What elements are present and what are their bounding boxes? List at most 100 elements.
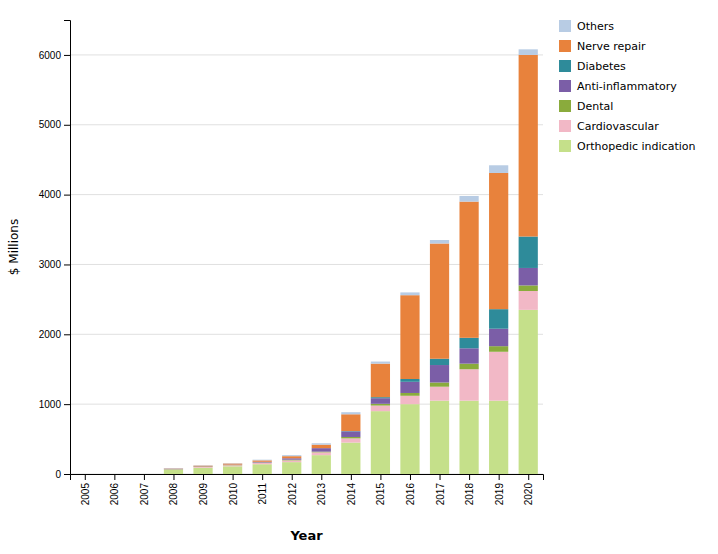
x-tick-label: 2008	[168, 483, 179, 506]
x-tick-label: 2019	[494, 483, 505, 506]
bar	[223, 464, 242, 465]
legend-item: Diabetes	[559, 60, 626, 73]
bar	[223, 465, 242, 466]
bar	[253, 462, 272, 463]
x-tick-mark	[114, 474, 115, 480]
bar	[519, 291, 538, 310]
x-tick-label: 2011	[257, 483, 268, 505]
legend-label: Nerve repair	[577, 40, 646, 53]
legend-swatch	[559, 60, 571, 72]
x-tick-label: 2012	[287, 483, 298, 506]
legend-swatch	[559, 120, 571, 132]
x-tick-mark	[469, 474, 470, 480]
bar	[400, 396, 419, 404]
bar	[253, 463, 272, 464]
bar	[105, 474, 124, 475]
bar	[430, 387, 449, 401]
bar	[341, 414, 360, 431]
bar	[312, 445, 331, 448]
y-tick: 4000	[39, 189, 70, 200]
x-tick: 2019	[494, 474, 505, 505]
bar	[371, 398, 390, 404]
y-tick-mark	[64, 264, 70, 265]
x-axis-title: Year	[289, 528, 323, 543]
bar-series	[164, 49, 538, 468]
bar	[253, 459, 272, 461]
x-tick-label: 2015	[375, 483, 386, 506]
x-tick-label: 2020	[523, 483, 534, 506]
x-tick: 2009	[198, 474, 209, 505]
y-tick: 6000	[39, 50, 70, 61]
y-tick-mark	[64, 195, 70, 196]
bars	[164, 49, 538, 474]
x-axis-line	[71, 475, 544, 481]
x-tick-label: 2009	[198, 483, 209, 506]
legend-item: Orthopedic indication	[559, 140, 695, 153]
bar-series	[164, 310, 538, 474]
grid-line	[70, 194, 543, 195]
legend-label: Cardiovascular	[577, 120, 659, 133]
x-tick-mark	[321, 474, 322, 480]
y-tick-mark	[64, 125, 70, 126]
bar	[430, 365, 449, 382]
bar	[459, 364, 478, 370]
legend-label: Diabetes	[577, 60, 626, 73]
legend-item: Dental	[559, 100, 613, 113]
bar	[164, 470, 183, 474]
bar	[371, 406, 390, 412]
bar	[489, 173, 508, 309]
bar	[223, 466, 242, 474]
legend-item: Nerve repair	[559, 40, 646, 53]
bar	[341, 431, 360, 437]
bar	[312, 455, 331, 474]
y-tick-label: 0	[55, 469, 61, 480]
x-tick-mark	[351, 474, 352, 480]
bar	[105, 474, 124, 475]
bar	[519, 268, 538, 285]
x-tick: 2010	[228, 474, 239, 505]
bar	[489, 346, 508, 352]
y-tick-mark	[64, 334, 70, 335]
bar	[282, 459, 301, 461]
legend-item: Others	[559, 20, 614, 33]
bar	[134, 474, 153, 475]
x-tick: 2015	[375, 474, 386, 505]
x-tick-label: 2017	[435, 483, 446, 506]
y-tick: 1000	[39, 399, 70, 410]
y-tick-label: 4000	[39, 189, 62, 200]
bar	[253, 461, 272, 462]
bar	[282, 458, 301, 459]
y-tick: 3000	[39, 259, 70, 270]
bar	[223, 464, 242, 465]
bar	[134, 474, 153, 475]
y-tick-mark	[64, 474, 70, 475]
bar	[341, 443, 360, 474]
bar	[253, 461, 272, 463]
x-tick: 2018	[464, 474, 475, 505]
x-tick-mark	[410, 474, 411, 480]
y-tick: 0	[55, 469, 70, 480]
y-tick-label: 2000	[39, 329, 62, 340]
x-tick: 2017	[435, 474, 446, 505]
bar	[519, 285, 538, 291]
bar	[253, 460, 272, 461]
bar-series	[164, 55, 538, 469]
bar	[459, 401, 478, 474]
x-tick-mark	[233, 474, 234, 480]
y-tick-label: 5000	[39, 119, 62, 130]
x-tick-mark	[499, 474, 500, 480]
x-tick-mark	[528, 474, 529, 480]
bar	[430, 244, 449, 359]
bar	[164, 468, 183, 469]
bar	[400, 382, 419, 393]
bar	[105, 474, 124, 475]
y-axis: 0 1000 2000 3000 4000 5000 6000	[39, 21, 71, 480]
y-tick-label: 3000	[39, 259, 62, 270]
bar	[134, 474, 153, 475]
bar	[164, 468, 183, 469]
bar	[193, 466, 212, 467]
chart: 0100020003000400050006000200520062007200…	[0, 0, 718, 554]
bar-series	[164, 285, 538, 469]
y-tick-mark	[64, 55, 70, 56]
x-tick-mark	[262, 474, 263, 480]
